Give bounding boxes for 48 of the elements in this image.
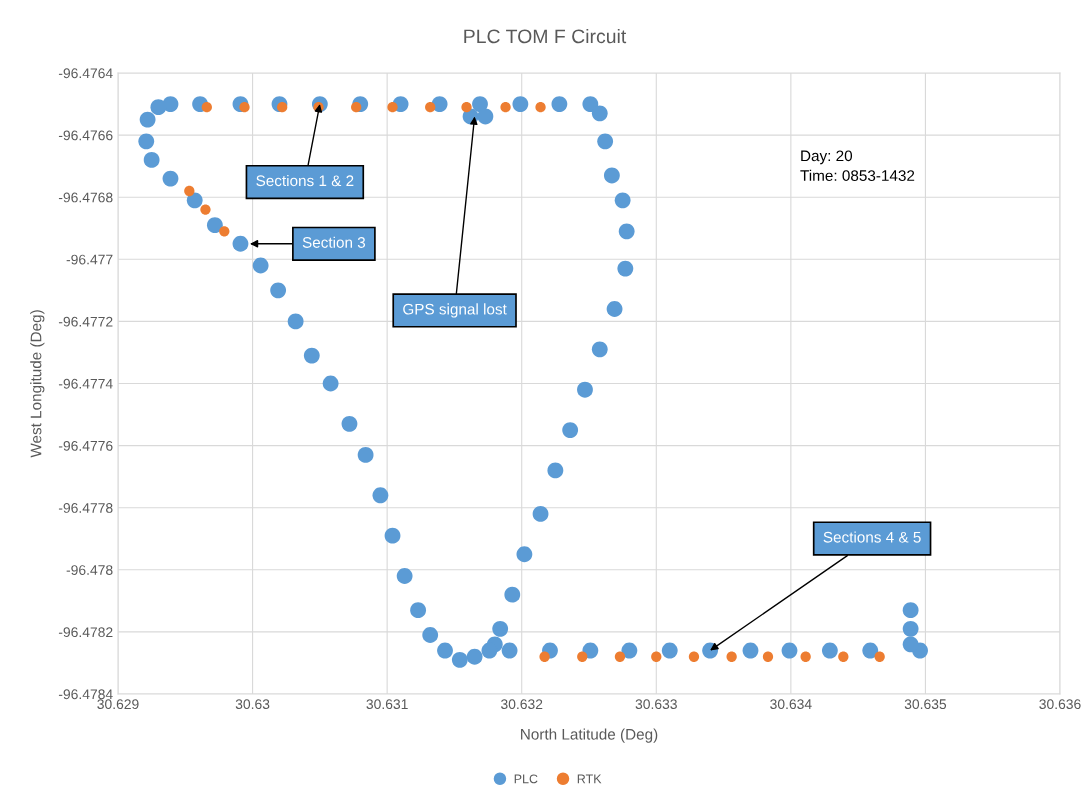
annotation: Sections 1 & 2	[256, 174, 354, 187]
point	[500, 102, 511, 113]
x-tick-label: 30.634	[770, 699, 812, 710]
annotation: Day: 20 Time: 0853-1432	[800, 150, 915, 181]
annotation: GPS signal lost	[403, 303, 507, 318]
x-tick-label: 30.632	[501, 699, 543, 710]
y-tick-label: -96.4772	[58, 316, 113, 327]
annotation: Sections 4 & 5	[823, 531, 921, 543]
point	[387, 102, 398, 113]
y-tick-label: -96.478	[66, 565, 113, 575]
x-tick-label: 30.631	[366, 699, 408, 710]
legend-label: PLC	[514, 774, 538, 784]
point	[874, 651, 885, 662]
x-tick-label: 30.63	[235, 699, 270, 710]
x-tick-label: 30.629	[97, 699, 139, 710]
y-tick-label: -96.4778	[58, 503, 113, 513]
x-tick-label: 30.636	[1039, 699, 1081, 710]
point	[726, 651, 737, 662]
y-tick-label: -96.4768	[58, 192, 113, 203]
point	[535, 102, 546, 113]
annotation: Section 3	[302, 236, 366, 248]
x-tick-label: 30.635	[904, 699, 947, 710]
point	[651, 651, 662, 662]
y-axis-title: West Longitude (Deg)	[30, 310, 45, 458]
point	[539, 651, 550, 662]
point	[219, 226, 230, 237]
y-tick-label: -96.4766	[58, 130, 113, 141]
point	[184, 185, 195, 197]
point	[577, 651, 588, 662]
y-tick-label: -96.4782	[58, 627, 113, 638]
point	[201, 102, 212, 113]
x-tick-label: 30.633	[635, 699, 677, 710]
point	[800, 651, 811, 662]
point	[200, 204, 211, 215]
y-tick-label: -96.477	[66, 254, 113, 265]
point	[614, 651, 626, 662]
point	[461, 102, 472, 113]
point	[762, 651, 774, 662]
point	[425, 102, 436, 113]
y-tick-label: -96.4774	[58, 378, 113, 389]
chart-title: PLC TOM F Circuit	[464, 28, 627, 44]
y-tick-label: -96.4764	[58, 68, 113, 79]
x-axis-title: North Latitude (Deg)	[521, 728, 658, 743]
point	[838, 651, 849, 662]
legend-label: RTK	[577, 774, 602, 784]
point	[688, 651, 700, 662]
y-tick-label: -96.4784	[58, 689, 113, 700]
y-tick-label: -96.4776	[58, 440, 113, 451]
